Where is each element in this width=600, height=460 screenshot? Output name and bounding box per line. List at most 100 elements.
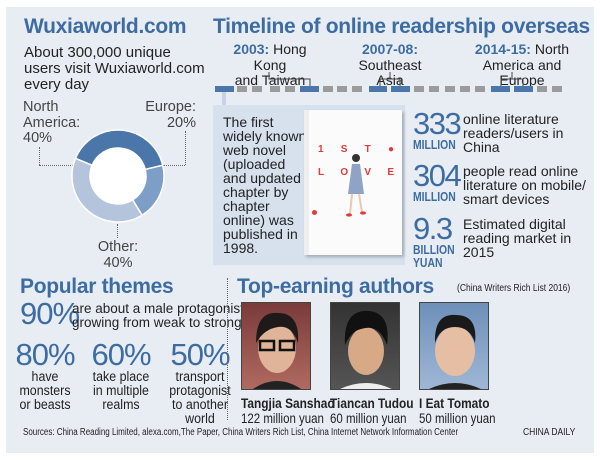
theme-pct: 80% <box>15 337 75 372</box>
timeline-segment <box>475 86 485 92</box>
label-line: 40% <box>23 130 53 146</box>
label-europe: Europe: 20% <box>140 99 196 131</box>
text-line: are about a male protagonist <box>72 301 244 316</box>
timeline-segment-highlight <box>514 86 533 92</box>
author-tiancan: Tiancan Tudou 60 million yuan <box>330 395 428 426</box>
portrait-icon <box>340 310 392 389</box>
author-photo-tiancan <box>330 302 400 390</box>
text-line: readers/users in <box>463 125 564 141</box>
author-earnings: 50 million yuan <box>419 411 496 426</box>
text-line: web novel <box>223 142 287 158</box>
girl-illustration <box>346 154 366 217</box>
text-line: 1998. <box>223 240 259 256</box>
author-name: I Eat Tomato <box>419 395 490 411</box>
subtitle-line: About 300,000 unique <box>24 44 171 61</box>
stat-readers: 333 MILLION <box>413 108 466 152</box>
label-other: Other: 40% <box>90 239 146 271</box>
label-line: Europe: <box>145 99 196 115</box>
theme-transport: 50% transport protagonist to another world <box>165 339 235 426</box>
author-earnings: 122 million yuan <box>241 411 324 426</box>
timeline-segment <box>460 86 470 92</box>
theme-main-pct: 90% <box>20 296 80 331</box>
first-novel-text: The first widely known web novel (upload… <box>223 115 306 255</box>
leader-line <box>163 165 185 166</box>
themes-title: Popular themes <box>20 275 174 298</box>
timeline-segment <box>445 86 455 92</box>
text-line: China <box>463 139 500 155</box>
text-line: reading market in <box>463 230 572 246</box>
sources: Sources: China Reading Limited, alexa.co… <box>23 427 459 438</box>
text-line: world <box>185 411 215 426</box>
timeline-segment <box>237 86 247 92</box>
stat-unit: YUAN <box>413 255 443 270</box>
event-year: 2014-15: <box>474 41 531 57</box>
text-line: and updated <box>223 170 301 186</box>
author-earnings: 60 million yuan <box>330 411 407 426</box>
leader-line <box>117 224 118 238</box>
stat-number: 304 <box>413 158 462 193</box>
book-spine <box>304 110 309 255</box>
event-place: Southeast Asia <box>358 56 422 88</box>
author-photo-tangjia <box>241 302 311 390</box>
author-photo-i-eat-tomato <box>419 302 489 390</box>
timeline-segment-highlight <box>491 86 510 92</box>
book-letter: ● <box>387 144 394 155</box>
portrait-icon <box>429 314 481 389</box>
book-letter: 1 <box>318 144 324 155</box>
text-line: to another <box>172 397 228 412</box>
timeline-segment <box>552 86 562 92</box>
book-letter: V <box>364 167 372 178</box>
stat-mobile: 304 MILLION <box>413 158 466 204</box>
stat-market: 9.3 BILLION YUAN <box>413 211 465 270</box>
text-line: transport <box>175 369 225 384</box>
label-line: Other: <box>97 239 139 255</box>
subtitle-line: users visit Wuxiaworld.com <box>24 60 205 77</box>
text-line: (uploaded <box>223 156 286 172</box>
text-line: literature on mobile/ <box>463 177 586 193</box>
text-line: chapter <box>223 198 270 214</box>
timeline-segment <box>429 86 439 92</box>
text-line: have <box>31 369 59 384</box>
timeline-event-2007: 2007-08: Southeast Asia <box>345 41 435 89</box>
event-place: America and Europe <box>482 56 562 88</box>
wuxia-subtitle: About 300,000 unique users visit Wuxiawo… <box>24 45 205 93</box>
text-line: people read online <box>463 163 579 179</box>
timeline-segment-highlight <box>391 86 410 92</box>
event-year: 2003: <box>233 41 270 57</box>
timeline-segment <box>414 86 424 92</box>
text-line: or beasts <box>19 397 71 412</box>
text-line: in multiple <box>93 383 149 398</box>
book-letter: E <box>387 167 394 178</box>
authors-note: (China Writers Rich List 2016) <box>457 283 571 294</box>
timeline-segment <box>285 86 295 92</box>
theme-monsters: 80% have monsters or beasts <box>15 337 75 412</box>
stat-mobile-text: people read online literature on mobile/s… <box>463 164 586 206</box>
text-line: smart devices <box>463 191 550 207</box>
leader-line <box>39 165 73 166</box>
text-line: 2015 <box>463 244 495 260</box>
text-line: online) was <box>223 212 294 228</box>
timeline-segment-highlight <box>300 86 319 92</box>
book-letter: S <box>340 144 348 155</box>
label-line: North <box>23 99 59 115</box>
book-letter: L <box>318 167 325 178</box>
event-year: 2007-08: <box>361 41 419 57</box>
author-name: Tangjia Sanshao <box>241 395 335 411</box>
stat-market-text: Estimated digital reading market in 2015 <box>463 217 571 259</box>
timeline-segment-highlight <box>215 86 234 92</box>
stat-unit: MILLION <box>413 189 456 204</box>
label-line: 40% <box>103 254 133 271</box>
region-donut-chart <box>71 129 165 223</box>
stat-readers-text: online literature readers/users in China <box>463 112 563 154</box>
text-line: monsters <box>19 383 71 398</box>
leader-line <box>39 147 40 165</box>
authors-title: Top-earning authors <box>237 275 434 298</box>
stat-number: 9.3 <box>413 211 453 246</box>
timeline-event-2003: 2003: Hong Kong and Taiwan <box>220 41 320 89</box>
book-letter: O <box>340 167 349 178</box>
subtitle-line: every day <box>24 76 90 93</box>
timeline-title: Timeline of online readership overseas <box>213 15 590 38</box>
stat-unit: MILLION <box>413 137 456 152</box>
text-line: take place <box>92 369 150 384</box>
author-i-eat-tomato: I Eat Tomato 50 million yuan <box>419 395 509 426</box>
